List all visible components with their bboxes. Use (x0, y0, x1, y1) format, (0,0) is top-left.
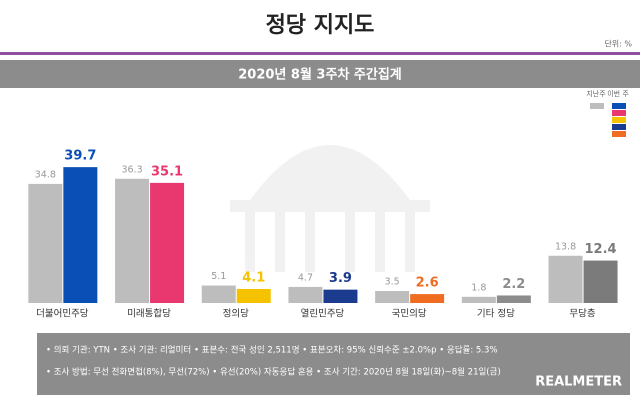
bar (236, 288, 271, 303)
divider (0, 52, 640, 55)
value-label: 39.7 (64, 149, 96, 164)
bar (461, 296, 496, 303)
x-tick-label: 열린민주당 (301, 309, 345, 320)
value-label: 34.8 (35, 169, 56, 180)
legend-swatch (612, 110, 626, 116)
value-label: 12.4 (585, 242, 617, 257)
legend-label: 지난주 (586, 89, 606, 98)
value-label: 3.9 (329, 271, 352, 286)
x-tick-label: 미래통합당 (127, 309, 171, 320)
footer-note: • 조사 방법: 무선 전화면접(8%), 무선(72%) • 유선(20%) … (46, 367, 501, 378)
legend-swatch (612, 131, 626, 137)
x-tick-label: 정의당 (223, 309, 249, 320)
value-label: 5.1 (211, 271, 226, 282)
value-label: 4.7 (298, 272, 313, 283)
logo: REALMETER (535, 375, 622, 390)
value-label: 3.5 (385, 277, 400, 288)
watermark (230, 145, 430, 272)
bar (410, 294, 445, 303)
chart-title: 정당 지지도 (266, 13, 375, 38)
value-label: 1.8 (471, 282, 486, 293)
subtitle: 2020년 8월 3주차 주간집계 (238, 67, 402, 83)
x-tick-label: 무당층 (569, 309, 595, 320)
value-label: 2.6 (416, 276, 439, 291)
bar (496, 295, 531, 303)
footer-note: • 의뢰 기관: YTN • 조사 기관: 리얼미터 • 표본수: 전국 성인 … (46, 345, 498, 356)
legend-swatch (612, 124, 626, 130)
legend-swatch (612, 103, 626, 109)
footer-box (37, 333, 630, 395)
x-tick-label: 더불어민주당 (36, 309, 89, 320)
bar (375, 291, 410, 303)
value-label: 36.3 (121, 164, 142, 175)
bar (28, 183, 63, 303)
bar (288, 286, 323, 303)
value-label: 4.1 (242, 270, 265, 285)
value-label: 2.2 (502, 277, 525, 292)
value-label: 13.8 (555, 241, 576, 252)
x-tick-label: 국민의당 (392, 309, 427, 320)
bar (548, 255, 583, 303)
bar (115, 178, 150, 303)
bar (63, 167, 98, 303)
bar (583, 260, 618, 303)
value-label: 35.1 (151, 164, 183, 179)
bar (150, 182, 185, 303)
x-tick-label: 기타 정당 (477, 309, 515, 320)
bar (323, 289, 358, 303)
bar (201, 285, 236, 303)
legend-label: 이번 주 (607, 89, 629, 98)
subtitle-banner (0, 60, 640, 88)
legend-swatch (612, 117, 626, 123)
legend-swatch (590, 103, 604, 109)
unit-label: 단위: % (604, 39, 632, 49)
